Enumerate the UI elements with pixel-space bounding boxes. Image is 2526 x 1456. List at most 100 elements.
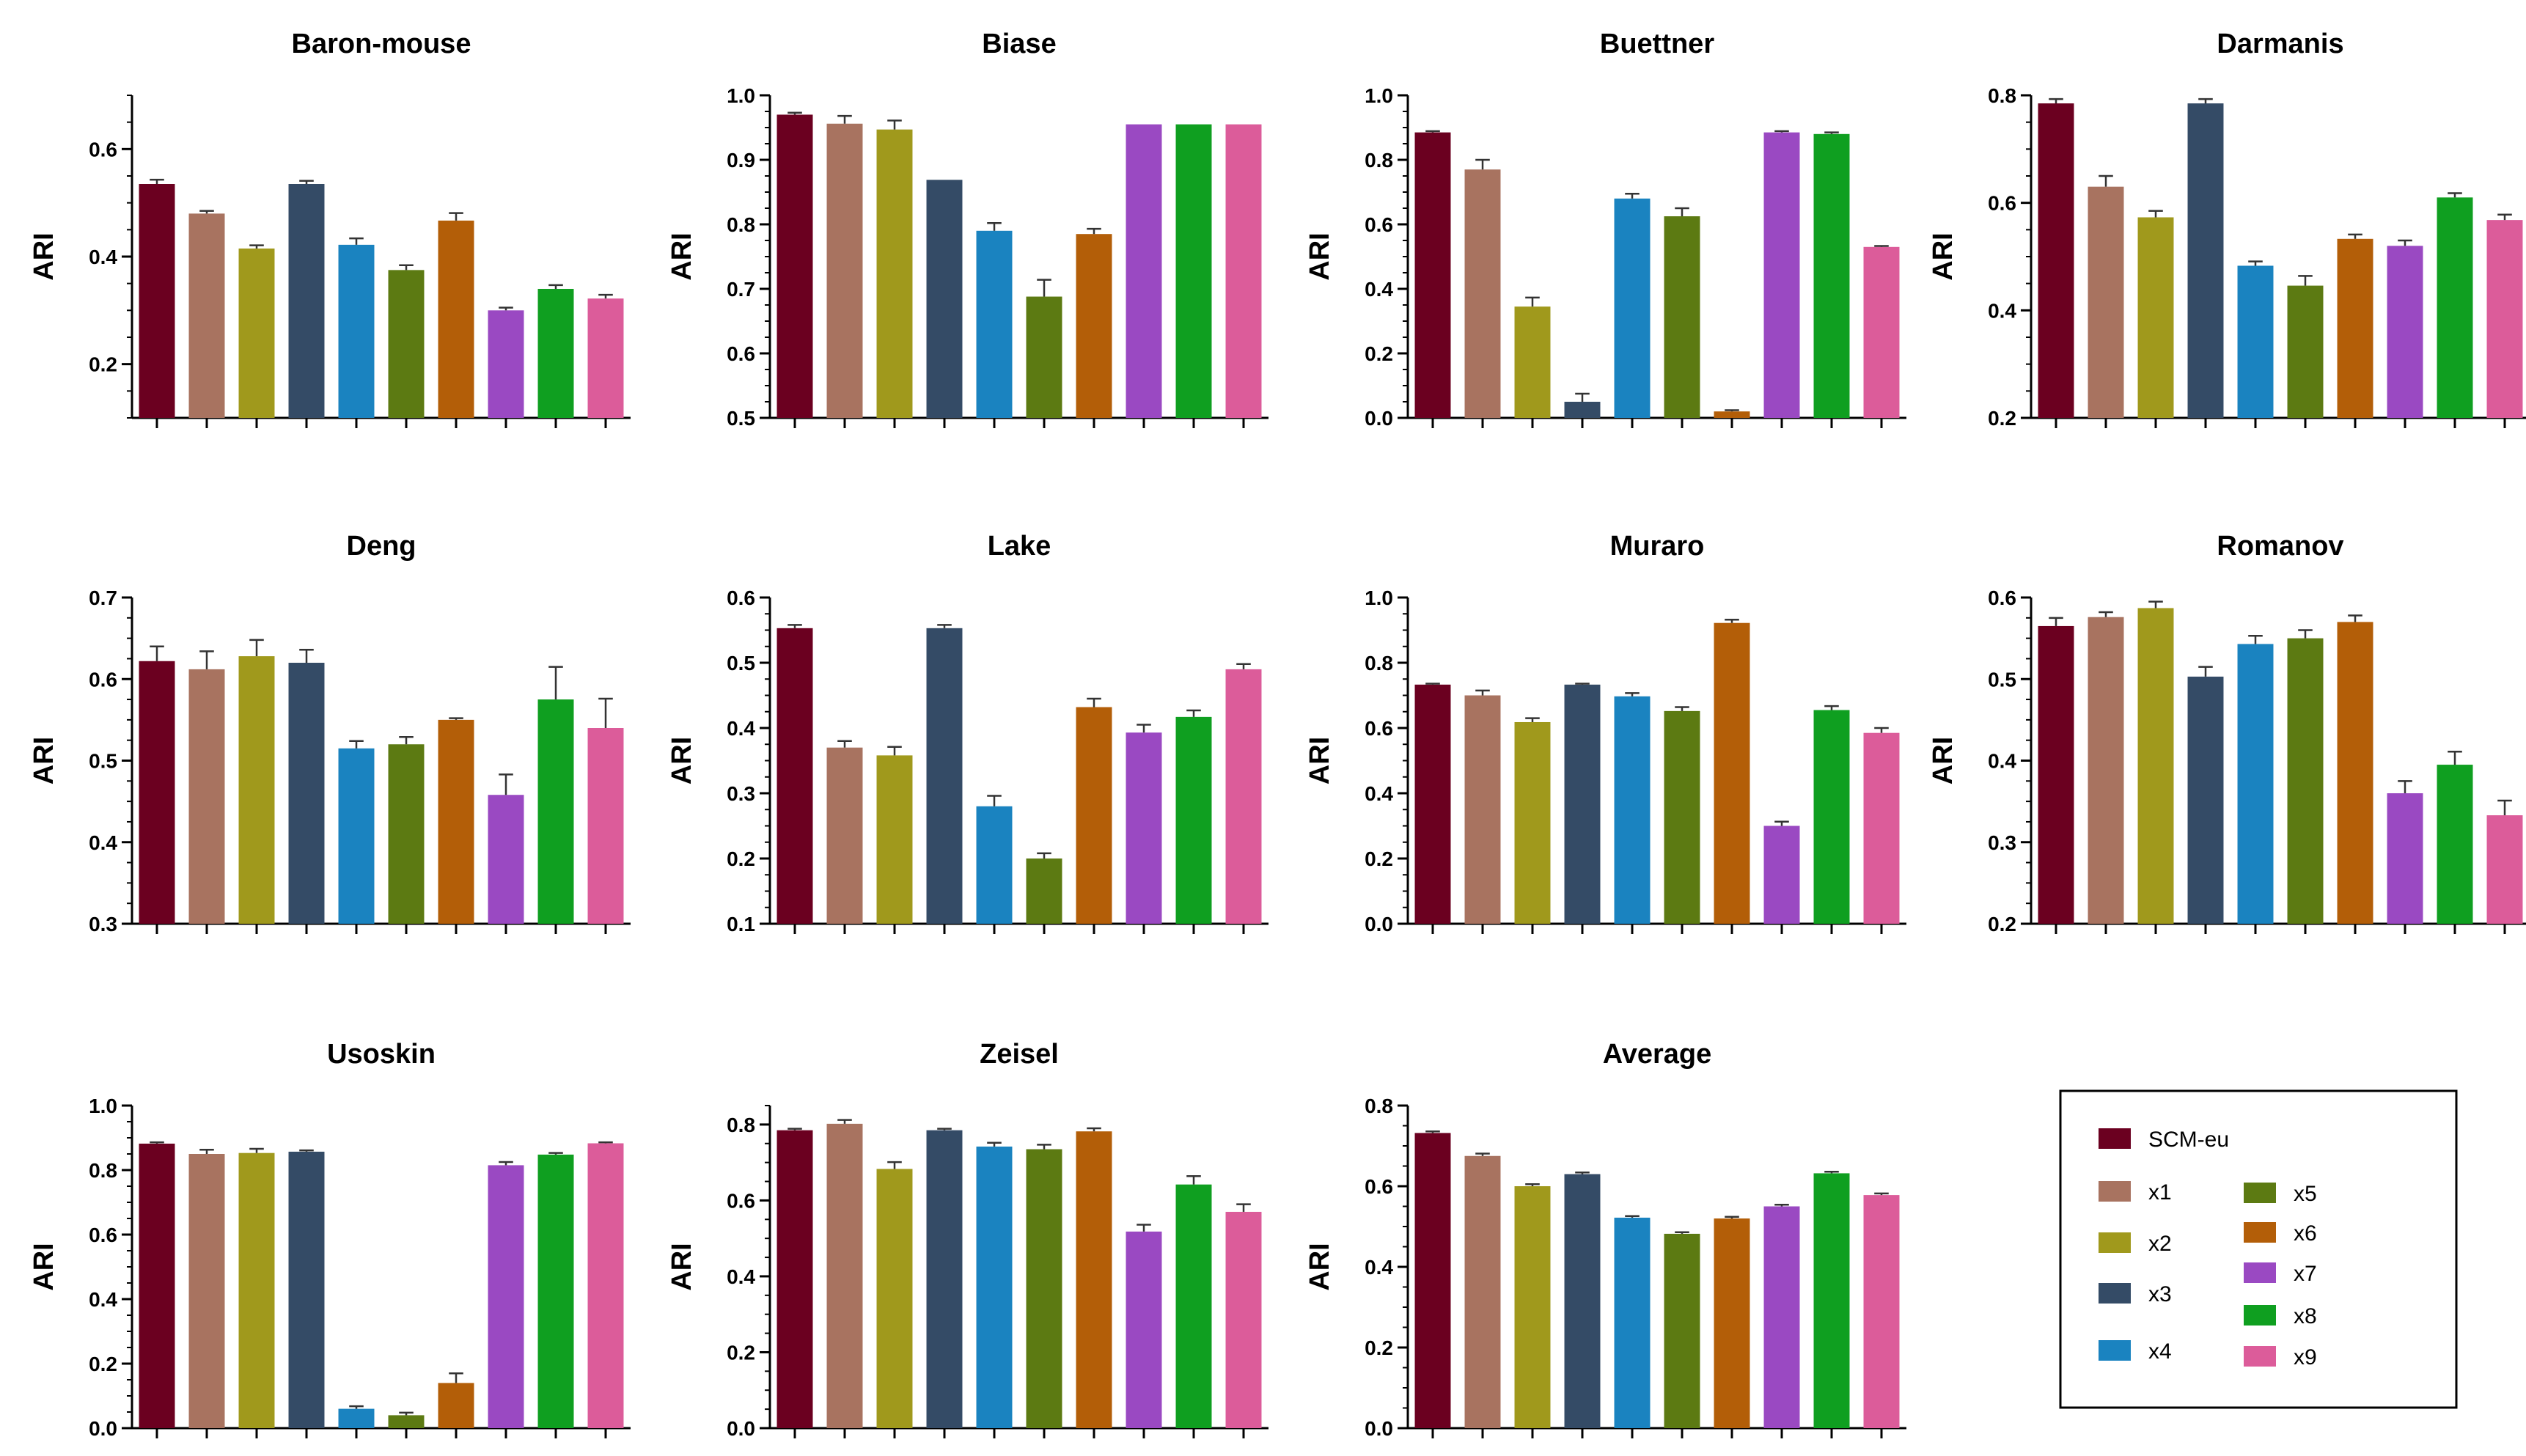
bar-x6 <box>1076 234 1112 418</box>
y-axis-label: ARI <box>1928 232 1958 280</box>
y-tick-label: 0.4 <box>89 831 117 854</box>
chart-title: Romanov <box>2217 531 2343 562</box>
bar-scm-eu <box>2038 103 2074 418</box>
bar-x9 <box>1225 124 1262 418</box>
legend-label: x7 <box>2294 1262 2317 1286</box>
bar-x2 <box>876 129 913 418</box>
legend-item-x2: x2 <box>2099 1232 2172 1256</box>
bar-x3 <box>1564 402 1601 418</box>
y-axis-label: ARI <box>1304 737 1335 784</box>
bar-x3 <box>288 184 325 418</box>
chart-title: Usoskin <box>327 1039 436 1070</box>
bar-x5 <box>388 270 425 418</box>
bar-x2 <box>238 656 275 924</box>
legend-swatch <box>2244 1222 2276 1243</box>
bar-x4 <box>976 806 1013 924</box>
bar-x5 <box>1026 858 1062 924</box>
legend-item-x1: x1 <box>2099 1180 2172 1205</box>
chart-panel-darmanis: Darmanis ARI 0.2 0.4 0.6 0.8 <box>1928 29 2526 430</box>
bar-scm-eu <box>139 184 175 418</box>
y-tick-label: 0.4 <box>727 717 755 740</box>
y-tick-label: 0.6 <box>1988 587 2016 609</box>
bar-x8 <box>537 289 574 418</box>
y-tick-label: 0.3 <box>727 782 755 805</box>
bar-x3 <box>926 1130 963 1428</box>
y-tick-label: 0.8 <box>1365 1095 1393 1117</box>
y-tick-label: 0.0 <box>727 1417 755 1440</box>
bar-x4 <box>338 748 375 924</box>
legend-swatch <box>2244 1346 2276 1367</box>
legend-label: x5 <box>2294 1182 2317 1206</box>
bar-x2 <box>2137 217 2174 418</box>
y-tick-label: 0.6 <box>1365 213 1393 236</box>
y-tick-label: 0.8 <box>727 1114 755 1136</box>
bar-x6 <box>1714 411 1750 418</box>
legend-label: x6 <box>2294 1221 2317 1246</box>
bar-x4 <box>2237 644 2274 924</box>
y-tick-label: 0.4 <box>1365 1256 1393 1279</box>
bar-x1 <box>2088 186 2124 418</box>
legend-swatch <box>2099 1232 2131 1253</box>
legend-swatch <box>2244 1262 2276 1283</box>
chart-title: Zeisel <box>980 1039 1059 1070</box>
y-tick-label: 0.2 <box>89 1353 117 1375</box>
legend-label: x3 <box>2148 1282 2172 1306</box>
legend-item-x9: x9 <box>2244 1345 2317 1369</box>
bar-x6 <box>1076 707 1112 924</box>
bar-x2 <box>876 755 913 924</box>
bar-x7 <box>1763 826 1800 924</box>
bar-x2 <box>1514 1186 1551 1428</box>
bar-scm-eu <box>2038 625 2074 924</box>
bar-x5 <box>2287 285 2324 418</box>
legend-item-x4: x4 <box>2099 1339 2172 1364</box>
bar-x2 <box>238 1152 275 1428</box>
chart-title: Muraro <box>1610 531 1705 562</box>
y-tick-label: 0.2 <box>727 848 755 870</box>
y-tick-label: 0.8 <box>1365 149 1393 172</box>
bar-x6 <box>2337 622 2373 924</box>
bar-x6 <box>1076 1131 1112 1428</box>
y-tick-label: 0.2 <box>1365 848 1393 870</box>
y-tick-label: 0.6 <box>89 138 117 161</box>
chart-title: Lake <box>988 531 1051 562</box>
y-tick-label: 0.6 <box>1988 192 2016 215</box>
y-tick-label: 0.7 <box>89 587 117 609</box>
bar-x4 <box>338 1408 375 1428</box>
bar-x1 <box>826 1123 863 1428</box>
bar-x1 <box>826 123 863 418</box>
chart-panel-baron-mouse: Baron-mouse ARI 0.2 0.4 0.6 <box>29 29 631 428</box>
bar-x4 <box>2237 265 2274 418</box>
legend-swatch <box>2099 1283 2131 1304</box>
y-tick-label: 0.8 <box>727 213 755 236</box>
legend-label: x4 <box>2148 1339 2172 1364</box>
bar-x9 <box>587 1143 624 1428</box>
y-axis-label: ARI <box>29 232 59 280</box>
bar-scm-eu <box>1414 684 1451 924</box>
bar-x1 <box>1464 1155 1501 1428</box>
y-tick-label: 0.2 <box>1365 1336 1393 1359</box>
y-tick-label: 0.8 <box>1988 84 2016 107</box>
bar-x8 <box>2437 765 2473 924</box>
legend-label: x8 <box>2294 1304 2317 1328</box>
bar-x9 <box>1863 732 1900 924</box>
bar-x7 <box>488 795 524 924</box>
y-axis-label: ARI <box>667 1243 697 1290</box>
chart-title: Buettner <box>1600 29 1714 59</box>
bar-x2 <box>876 1169 913 1428</box>
legend-swatch <box>2099 1340 2131 1361</box>
y-tick-label: 1.0 <box>1365 84 1393 107</box>
bar-x3 <box>288 1151 325 1428</box>
legend-item-x8: x8 <box>2244 1304 2317 1328</box>
legend-item-x6: x6 <box>2244 1221 2317 1246</box>
y-tick-label: 0.5 <box>1988 668 2016 691</box>
chart-panel-biase: Biase ARI 0.5 0.6 0.7 0.8 0.9 1.0 <box>667 29 1268 430</box>
bar-x7 <box>488 1165 524 1428</box>
bar-x8 <box>1175 716 1212 924</box>
bar-scm-eu <box>776 628 813 924</box>
bar-x8 <box>1813 710 1850 924</box>
chart-panel-usoskin: Usoskin ARI 0.0 0.2 0.4 0.6 0.8 1.0 <box>29 1039 631 1440</box>
bar-x9 <box>2486 815 2523 924</box>
bar-x4 <box>1614 1217 1651 1428</box>
bar-scm-eu <box>776 114 813 418</box>
